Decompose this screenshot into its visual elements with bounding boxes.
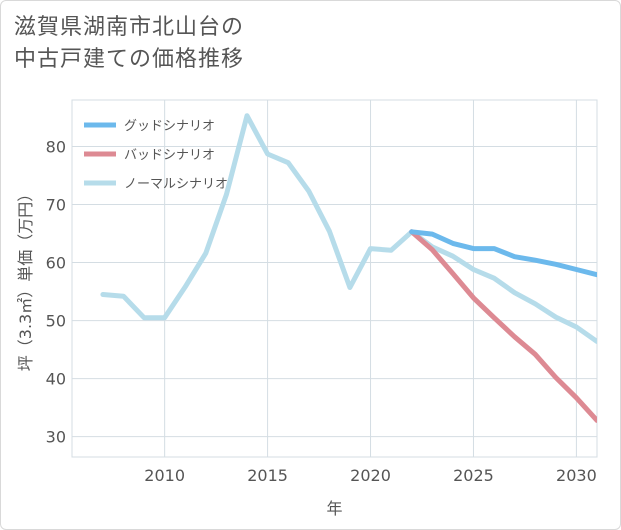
chart-title-line2: 中古戸建ての価格推移 <box>14 47 245 72</box>
chart-title: 滋賀県湖南市北山台の 中古戸建ての価格推移 <box>14 12 244 76</box>
x-tick-label: 2025 <box>453 466 494 485</box>
legend-label: バッドシナリオ <box>124 148 215 163</box>
series-line-2 <box>100 113 597 344</box>
y-tick-label: 70 <box>46 195 66 214</box>
series-lines <box>100 113 597 423</box>
y-tick-label: 50 <box>46 312 66 331</box>
y-tick-label: 30 <box>46 428 66 447</box>
x-tick-label: 2015 <box>247 466 288 485</box>
x-tick-label: 2020 <box>350 466 391 485</box>
y-tick-label: 40 <box>46 370 66 389</box>
y-axis-label: 坪（3.3㎡）単価（万円） <box>16 186 35 371</box>
legend-label: グッドシナリオ <box>124 119 215 134</box>
x-tick-label: 2030 <box>556 466 597 485</box>
series-line-0 <box>409 229 597 278</box>
x-tick-label: 2010 <box>144 466 185 485</box>
y-tick-label: 60 <box>46 254 66 273</box>
chart-title-line1: 滋賀県湖南市北山台の <box>14 15 245 40</box>
axes: 2010 2015 2020 2025 2030 30 40 50 60 70 80 <box>46 137 597 485</box>
y-tick-label: 80 <box>46 137 66 156</box>
series-line-1 <box>409 229 597 423</box>
plot-frame <box>71 99 598 458</box>
x-axis-label: 年 <box>326 499 342 518</box>
legend-label: ノーマルシナリオ <box>124 177 228 192</box>
